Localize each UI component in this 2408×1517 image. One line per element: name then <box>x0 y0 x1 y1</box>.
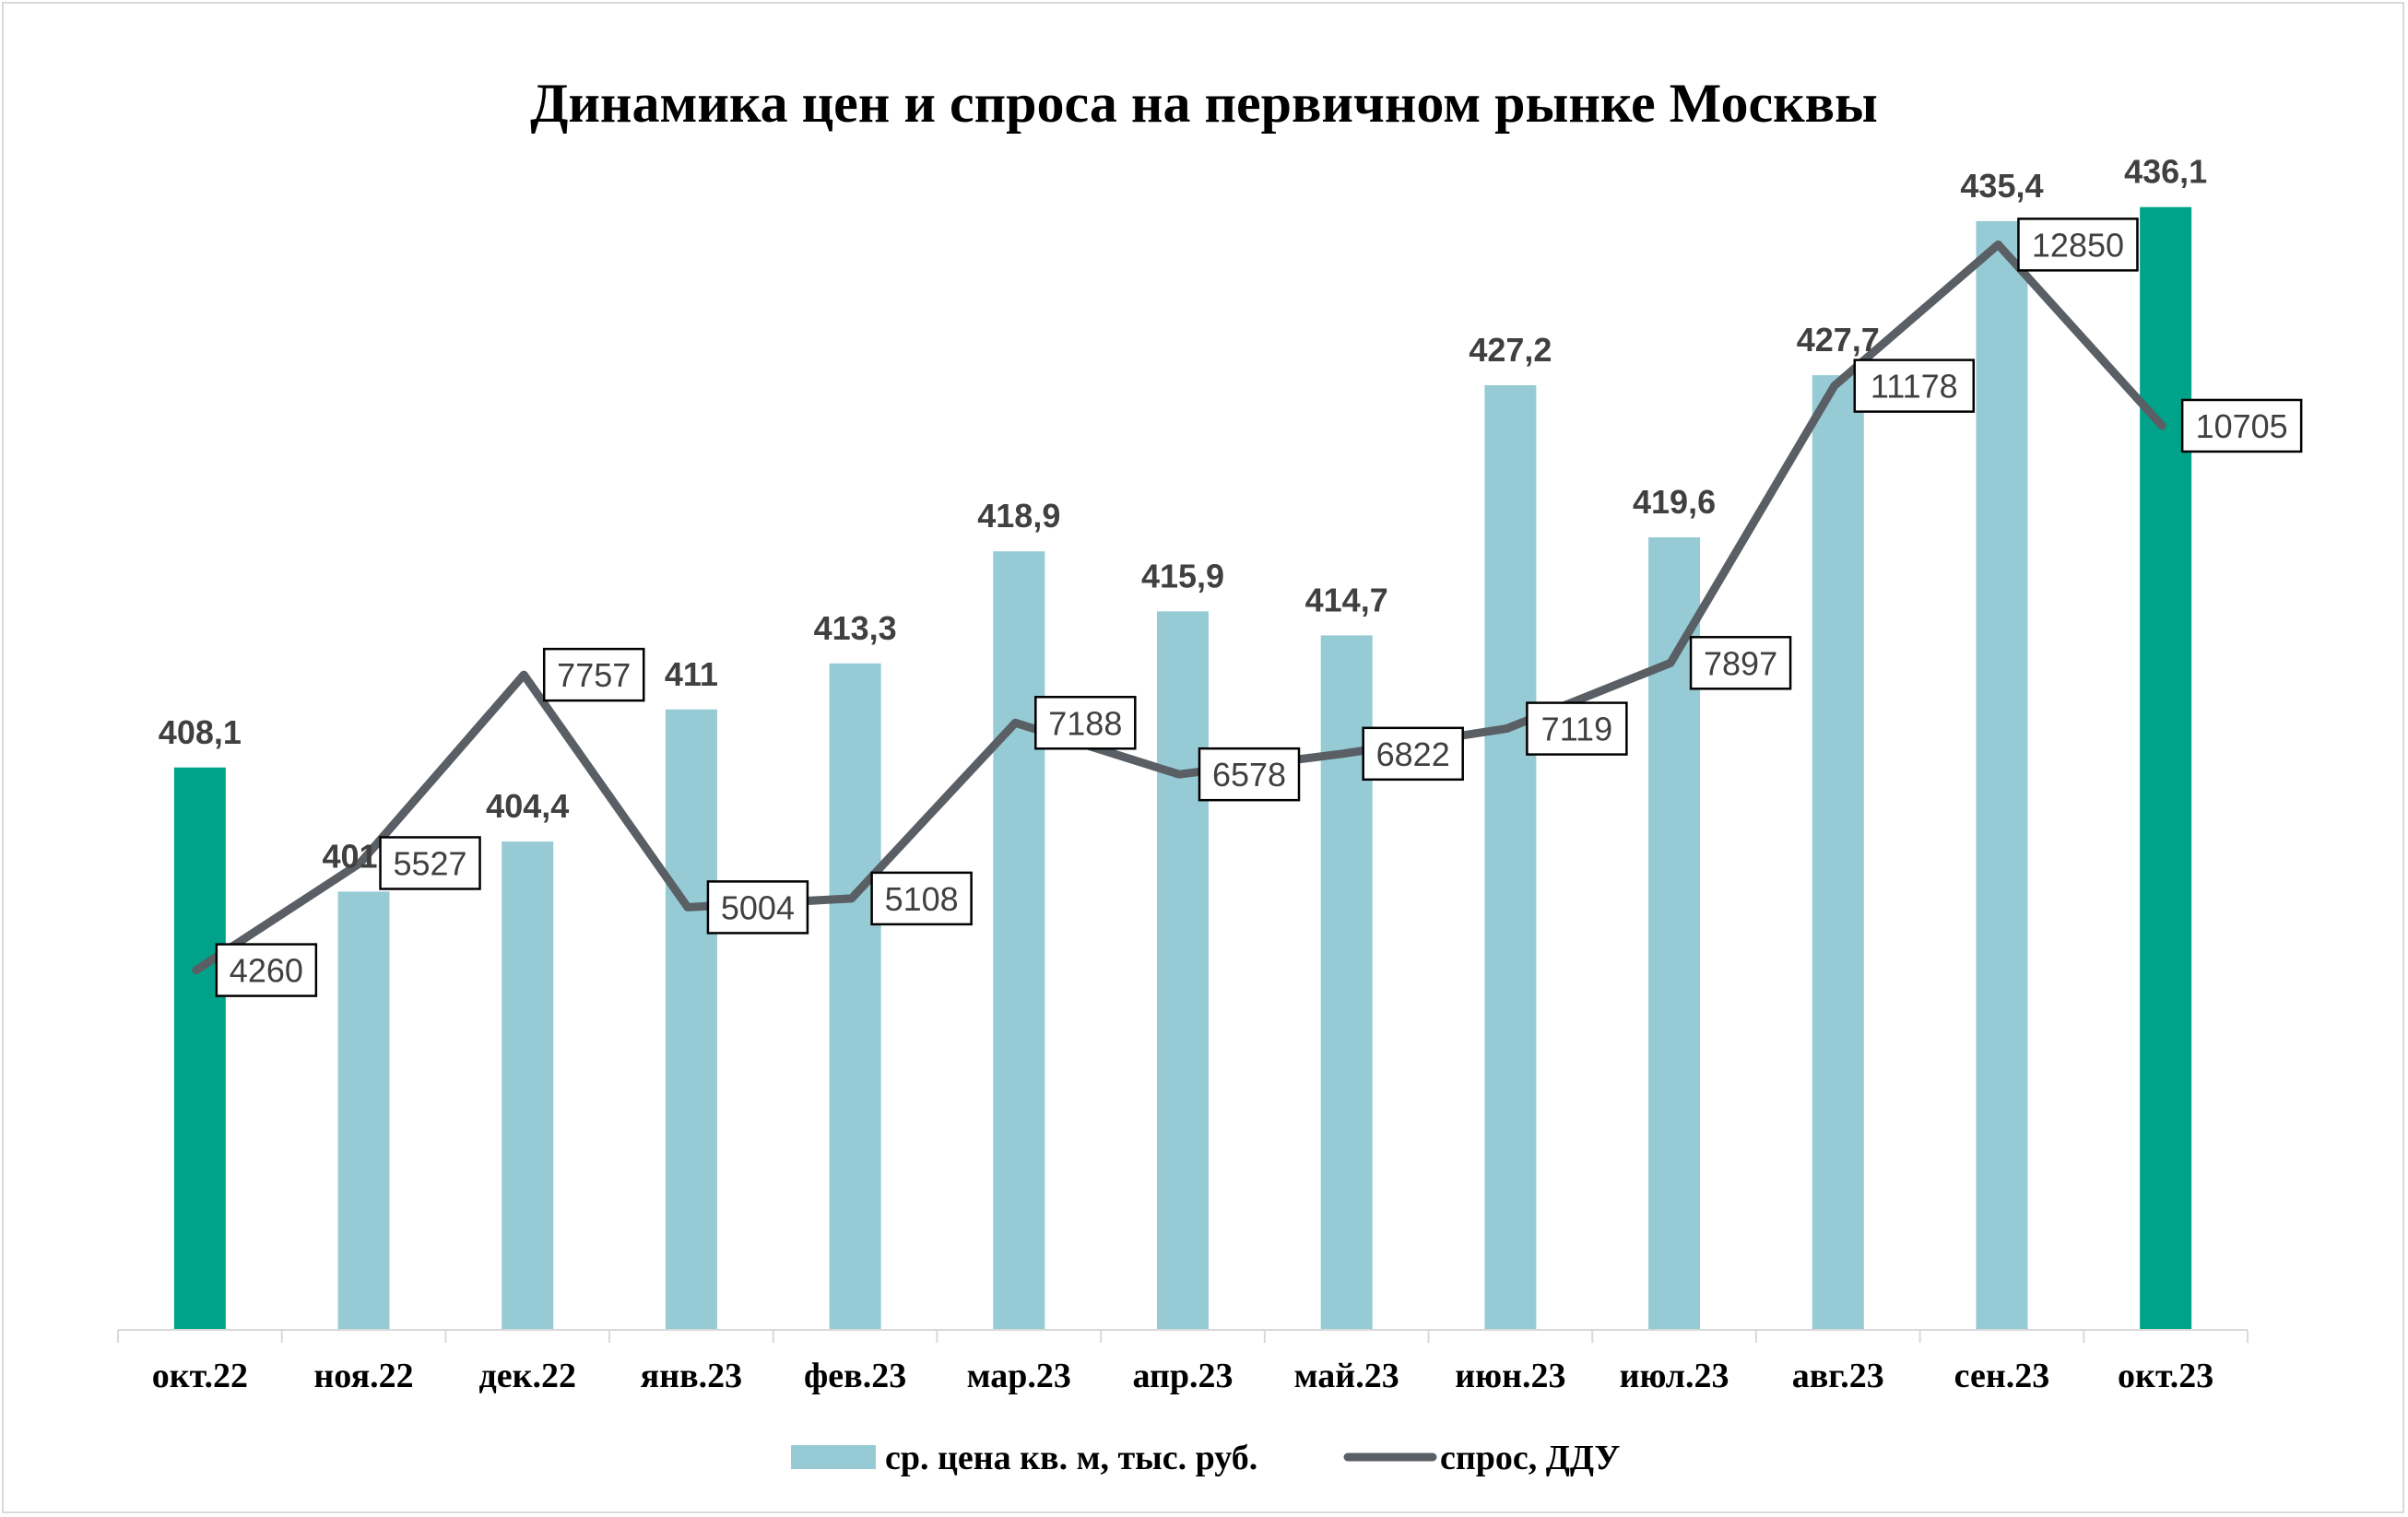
bar-value-label-мар.23: 418,9 <box>977 497 1060 535</box>
legend-swatch-price <box>791 1445 876 1469</box>
category-label-авг.23: авг.23 <box>1792 1357 1884 1395</box>
category-label-июн.23: июн.23 <box>1455 1357 1565 1395</box>
legend: ср. цена кв. м, тыс. руб. спрос, ДДУ <box>791 1439 1621 1477</box>
category-label-мар.23: мар.23 <box>967 1357 1071 1395</box>
line-value-label-май.23: 6822 <box>1362 726 1464 782</box>
bar-value-label-янв.23: 411 <box>665 655 718 693</box>
line-label-box <box>1362 726 1464 782</box>
price-bar-ноя.22 <box>337 891 390 1330</box>
line-value-label-июл.23: 7897 <box>1689 636 1792 690</box>
price-bar-мар.23 <box>993 551 1045 1330</box>
price-bar-фев.23 <box>829 663 881 1330</box>
chart-title: Динамика цен и спроса на первичном рынке… <box>530 73 1878 134</box>
line-label-box <box>2180 398 2303 453</box>
line-value-label-мар.23: 7188 <box>1034 696 1137 750</box>
line-label-text: 7897 <box>1704 644 1777 682</box>
line-label-box <box>870 871 973 926</box>
legend-label-price: ср. цена кв. м, тыс. руб. <box>885 1439 1257 1477</box>
category-label-окт.23: окт.23 <box>2118 1357 2213 1395</box>
category-label-янв.23: янв.23 <box>641 1357 742 1395</box>
bar-value-label-июн.23: 427,2 <box>1469 331 1552 369</box>
category-label-июл.23: июл.23 <box>1620 1357 1729 1395</box>
line-label-text: 7188 <box>1048 704 1122 742</box>
price-bar-июн.23 <box>1484 384 1537 1330</box>
category-label-окт.22: окт.22 <box>152 1357 248 1395</box>
line-value-label-фев.23: 5108 <box>870 871 973 926</box>
line-label-text: 11178 <box>1871 368 1958 406</box>
line-label-text: 7119 <box>1541 711 1612 748</box>
price-bar-сен.23 <box>1976 220 2028 1330</box>
price-bar-янв.23 <box>665 709 717 1330</box>
line-label-text: 5527 <box>393 844 466 882</box>
line-label-text: 5108 <box>885 880 959 918</box>
line-label-box <box>706 880 809 935</box>
line-value-label-янв.23: 5004 <box>706 880 809 935</box>
bar-value-label-дек.22: 404,4 <box>486 787 569 825</box>
line-label-text: 10705 <box>2196 407 2288 445</box>
line-value-label-сен.23: 12850 <box>2017 218 2139 272</box>
line-value-label-апр.23: 6578 <box>1198 747 1301 802</box>
bar-value-label-сен.23: 435,4 <box>1960 167 2043 205</box>
bar-value-label-авг.23: 427,7 <box>1797 321 1880 359</box>
category-labels: окт.22 ноя.22 дек.22 янв.23 фев.23 мар.23 апр.… <box>152 1357 2214 1395</box>
price-bar-дек.22 <box>502 841 554 1330</box>
category-label-ноя.22: ноя.22 <box>313 1357 413 1395</box>
price-bar-окт.23 <box>2140 206 2192 1330</box>
line-value-label-авг.23: 11178 <box>1853 359 1976 413</box>
line-label-box <box>215 943 318 997</box>
x-axis-ticks <box>117 1330 2249 1343</box>
line-label-text: 7757 <box>557 656 631 694</box>
line-label-box <box>1198 747 1301 802</box>
line-label-box <box>1526 701 1628 756</box>
bars-group <box>173 206 2192 1330</box>
line-value-label-июн.23: 7119 <box>1526 701 1628 756</box>
line-label-text: 6578 <box>1212 756 1286 794</box>
category-label-фев.23: фев.23 <box>804 1357 906 1395</box>
line-value-label-ноя.22: 5527 <box>379 836 481 890</box>
price-bar-апр.23 <box>1157 611 1209 1330</box>
bar-value-label-фев.23: 413,3 <box>814 609 897 647</box>
category-label-сен.23: сен.23 <box>1954 1357 2050 1395</box>
bar-value-label-окт.22: 408,1 <box>159 713 242 751</box>
line-label-box <box>2017 218 2139 272</box>
line-label-text: 4260 <box>230 952 303 990</box>
line-label-box <box>542 647 645 702</box>
category-label-май.23: май.23 <box>1294 1357 1399 1395</box>
price-bar-авг.23 <box>1812 375 1864 1330</box>
line-value-label-дек.22: 7757 <box>542 647 645 702</box>
line-value-label-окт.22: 4260 <box>215 943 318 997</box>
line-label-box <box>379 836 481 890</box>
line-label-box <box>1853 359 1976 413</box>
demand-line <box>192 240 2166 975</box>
bar-value-label-июл.23: 419,6 <box>1633 483 1716 521</box>
price-bar-окт.22 <box>173 767 226 1330</box>
line-label-text: 6822 <box>1376 735 1450 773</box>
category-label-апр.23: апр.23 <box>1132 1357 1233 1395</box>
bar-value-label-окт.23: 436,1 <box>2124 153 2207 191</box>
bar-value-label-апр.23: 415,9 <box>1141 557 1224 594</box>
line-value-label-окт.23: 10705 <box>2180 398 2303 453</box>
bar-value-label-май.23: 414,7 <box>1305 581 1388 618</box>
demand-line-group <box>192 240 2166 975</box>
category-label-дек.22: дек.22 <box>478 1357 575 1395</box>
line-label-box <box>1034 696 1137 750</box>
legend-label-demand: спрос, ДДУ <box>1440 1439 1621 1477</box>
line-label-text: 5004 <box>721 888 795 926</box>
line-labels-group: 4260 5527 7757 5004 5108 7188 6578 6822 7119 7897… <box>215 218 2303 997</box>
line-label-box <box>1689 636 1792 690</box>
line-label-text: 12850 <box>2032 226 2124 264</box>
